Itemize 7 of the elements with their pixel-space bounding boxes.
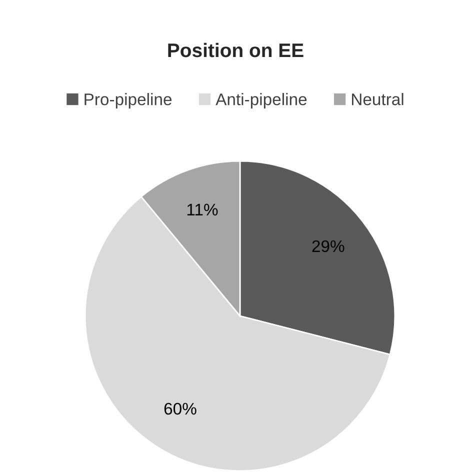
legend-label: Anti-pipeline: [216, 93, 307, 109]
legend-label: Pro-pipeline: [84, 93, 172, 109]
chart-title: Position on EE: [168, 42, 304, 58]
data-label: 29%: [312, 240, 344, 252]
data-label: 11%: [187, 204, 218, 216]
legend-label: Neutral: [352, 93, 404, 106]
data-label: 60%: [164, 402, 196, 415]
